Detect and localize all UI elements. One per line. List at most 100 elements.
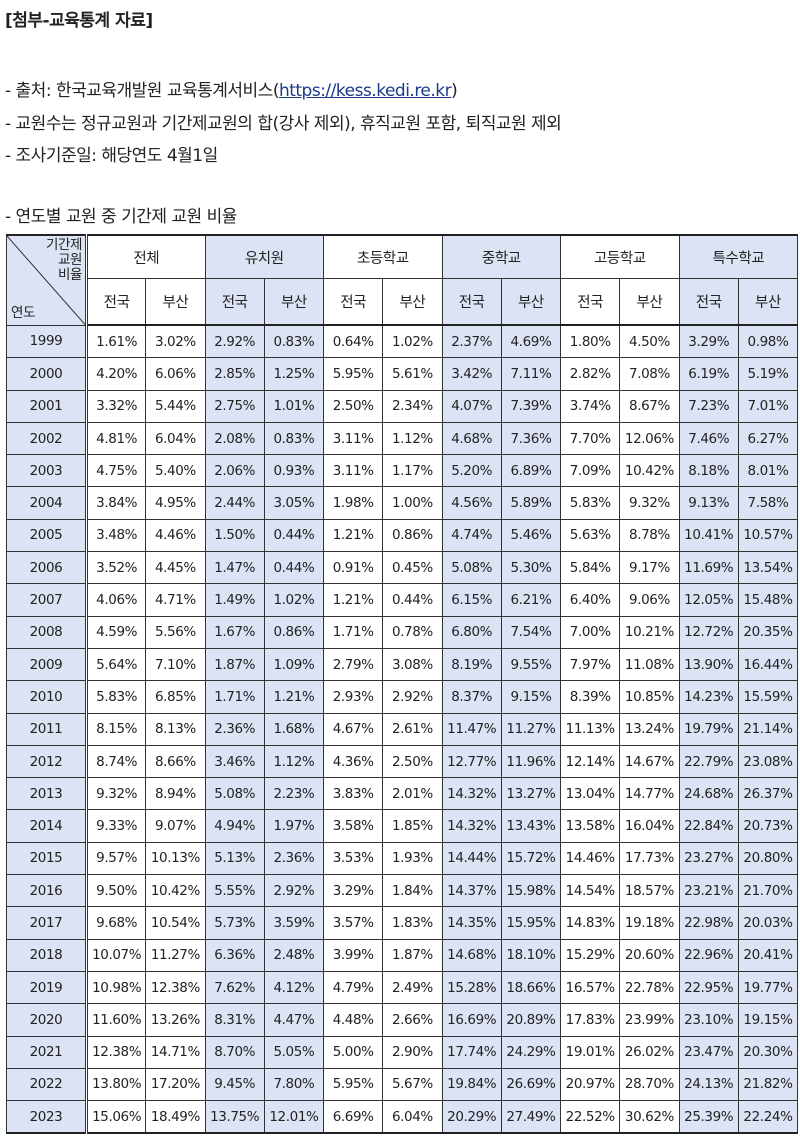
table-row: 2012 8.74% 8.66% 3.46% 1.12% 4.36% 2.50% 12.77%… bbox=[6, 744, 799, 779]
subheader-busan: 부산 bbox=[382, 278, 443, 326]
ratio-cell: 23.27% bbox=[678, 841, 739, 876]
ratio-cell: 1.67% bbox=[204, 615, 265, 649]
ratio-cell: 20.03% bbox=[737, 906, 799, 940]
ratio-cell: 7.70% bbox=[560, 421, 621, 456]
year-cell: 2006 bbox=[6, 551, 88, 585]
ratio-cell: 12.72% bbox=[678, 615, 739, 649]
ratio-cell: 5.44% bbox=[145, 389, 206, 423]
ratio-cell: 0.44% bbox=[382, 583, 443, 617]
subheader-busan: 부산 bbox=[145, 278, 206, 326]
ratio-cell: 11.69% bbox=[678, 551, 739, 585]
ratio-cell: 8.74% bbox=[85, 744, 147, 779]
ratio-cell: 5.63% bbox=[560, 518, 621, 553]
table-row: 2007 4.06% 4.71% 1.49% 1.02% 1.21% 0.44% 6.15% 6… bbox=[6, 583, 799, 617]
group-header-kindergarten: 유치원 bbox=[204, 234, 325, 279]
year-cell: 2004 bbox=[6, 486, 88, 520]
subheader-busan: 부산 bbox=[263, 278, 325, 326]
ratio-cell: 12.06% bbox=[619, 421, 680, 456]
ratio-cell: 1.71% bbox=[323, 615, 384, 649]
ratio-cell: 8.13% bbox=[145, 712, 206, 746]
ratio-cell: 4.75% bbox=[85, 454, 147, 488]
ratio-cell: 13.26% bbox=[145, 1003, 206, 1037]
ratio-cell: 2.75% bbox=[204, 389, 265, 423]
ratio-cell: 3.57% bbox=[323, 906, 384, 940]
ratio-cell: 6.21% bbox=[500, 583, 562, 617]
ratio-cell: 7.54% bbox=[500, 615, 562, 649]
ratio-cell: 17.74% bbox=[441, 1035, 502, 1069]
ratio-cell: 6.04% bbox=[145, 421, 206, 456]
ratio-cell: 1.87% bbox=[204, 647, 265, 682]
corner-ratio-label: 기간제 교원 비율 bbox=[46, 238, 82, 283]
group-header-row: 기간제 교원 비율 연도 전체 유치원 초등학교 중학교 고등학교 특수학교 bbox=[6, 234, 799, 326]
ratio-cell: 4.79% bbox=[323, 970, 384, 1005]
ratio-cell: 22.78% bbox=[619, 970, 680, 1005]
ratio-cell: 11.60% bbox=[85, 1003, 147, 1037]
ratio-cell: 3.84% bbox=[85, 486, 147, 520]
ratio-cell: 9.55% bbox=[500, 647, 562, 682]
ratio-cell: 25.39% bbox=[678, 1100, 739, 1134]
ratio-cell: 10.57% bbox=[737, 518, 799, 553]
source-link[interactable]: https://kess.kedi.re.kr bbox=[278, 81, 452, 101]
ratio-cell: 14.46% bbox=[560, 841, 621, 876]
ratio-cell: 11.47% bbox=[441, 712, 502, 746]
ratio-cell: 1.12% bbox=[263, 744, 325, 779]
year-cell: 2013 bbox=[6, 777, 88, 811]
ratio-cell: 3.74% bbox=[560, 389, 621, 423]
ratio-cell: 19.84% bbox=[441, 1067, 502, 1102]
survey-date-note: - 조사기준일: 해당연도 4월1일 bbox=[5, 146, 218, 166]
ratio-cell: 5.67% bbox=[382, 1067, 443, 1102]
subheader-busan: 부산 bbox=[500, 278, 562, 326]
ratio-cell: 14.77% bbox=[619, 777, 680, 811]
ratio-cell: 20.29% bbox=[441, 1100, 502, 1134]
year-cell: 2010 bbox=[6, 680, 88, 714]
corner-year-label: 연도 bbox=[11, 304, 36, 321]
ratio-cell: 13.43% bbox=[500, 809, 562, 843]
ratio-cell: 23.21% bbox=[678, 874, 739, 908]
ratio-cell: 20.30% bbox=[737, 1035, 799, 1069]
ratio-cell: 2.66% bbox=[382, 1003, 443, 1037]
ratio-cell: 7.08% bbox=[619, 357, 680, 391]
ratio-cell: 5.73% bbox=[204, 906, 265, 940]
ratio-cell: 15.98% bbox=[500, 874, 562, 908]
ratio-cell: 1.49% bbox=[204, 583, 265, 617]
ratio-cell: 6.19% bbox=[678, 357, 739, 391]
subheader-national: 전국 bbox=[441, 278, 502, 326]
ratio-cell: 1.17% bbox=[382, 454, 443, 488]
ratio-cell: 1.01% bbox=[263, 389, 325, 423]
ratio-cell: 20.60% bbox=[619, 938, 680, 972]
ratio-cell: 1.80% bbox=[560, 324, 621, 359]
ratio-cell: 8.78% bbox=[619, 518, 680, 553]
ratio-cell: 5.08% bbox=[204, 777, 265, 811]
ratio-cell: 5.64% bbox=[85, 647, 147, 682]
ratio-cell: 0.86% bbox=[263, 615, 325, 649]
ratio-cell: 11.96% bbox=[500, 744, 562, 779]
ratio-cell: 7.58% bbox=[737, 486, 799, 520]
ratio-cell: 1.02% bbox=[263, 583, 325, 617]
ratio-cell: 9.57% bbox=[85, 841, 147, 876]
table-row: 2014 9.33% 9.07% 4.94% 1.97% 3.58% 1.85% 14.32%… bbox=[6, 809, 799, 843]
ratio-cell: 18.66% bbox=[500, 970, 562, 1005]
ratio-cell: 14.67% bbox=[619, 744, 680, 779]
ratio-cell: 8.67% bbox=[619, 389, 680, 423]
ratio-cell: 0.64% bbox=[323, 324, 384, 359]
ratio-cell: 2.37% bbox=[441, 324, 502, 359]
ratio-cell: 2.44% bbox=[204, 486, 265, 520]
ratio-cell: 24.29% bbox=[500, 1035, 562, 1069]
ratio-cell: 6.89% bbox=[500, 454, 562, 488]
ratio-cell: 1.98% bbox=[323, 486, 384, 520]
year-cell: 2020 bbox=[6, 1003, 88, 1037]
ratio-cell: 24.13% bbox=[678, 1067, 739, 1102]
ratio-cell: 2.08% bbox=[204, 421, 265, 456]
ratio-cell: 1.21% bbox=[263, 680, 325, 714]
group-header-elementary: 초등학교 bbox=[323, 234, 443, 279]
ratio-cell: 7.80% bbox=[263, 1067, 325, 1102]
year-cell: 2021 bbox=[6, 1035, 88, 1069]
ratio-cell: 2.50% bbox=[323, 389, 384, 423]
ratio-cell: 5.30% bbox=[500, 551, 562, 585]
year-cell: 2011 bbox=[6, 712, 88, 746]
ratio-cell: 20.73% bbox=[737, 809, 799, 843]
ratio-cell: 23.47% bbox=[678, 1035, 739, 1069]
year-cell: 2019 bbox=[6, 970, 88, 1005]
ratio-cell: 9.32% bbox=[619, 486, 680, 520]
ratio-cell: 5.46% bbox=[500, 518, 562, 553]
